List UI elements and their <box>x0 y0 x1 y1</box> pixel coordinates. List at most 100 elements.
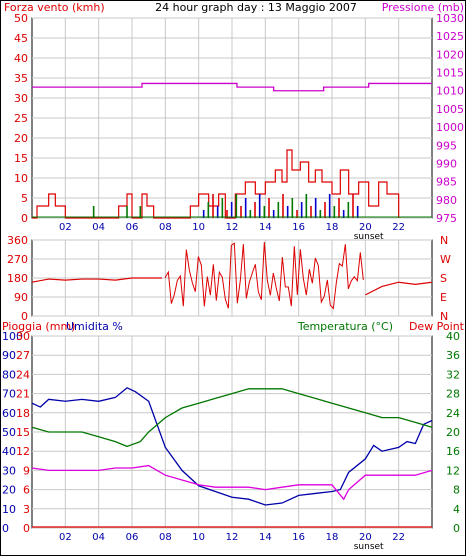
humidity-tick-label: 50 <box>2 426 16 439</box>
rain-tick-label: 12 <box>16 445 30 458</box>
pressure-tick-label: 995 <box>436 139 457 152</box>
sunset-label: sunset <box>354 232 384 242</box>
temperature-tick-label: 16 <box>446 445 460 458</box>
humidity-tick-label: 60 <box>2 407 16 420</box>
humidity-tick-label: 30 <box>2 464 16 477</box>
x-tick-label: 10 <box>192 222 205 233</box>
wind-tick-label: 25 <box>14 112 28 125</box>
humidity-tick-label: 40 <box>2 445 16 458</box>
humidity-tick-label: 0 <box>2 522 9 535</box>
pressure-tick-label: 990 <box>436 157 457 170</box>
wind-tick-label: 45 <box>14 32 28 45</box>
pressure-tick-label: 1005 <box>436 103 464 116</box>
x-tick-label: 14 <box>259 532 272 543</box>
wind-tick-label: 20 <box>14 132 28 145</box>
direction-tick-label: 180 <box>7 272 28 285</box>
pressure-tick-label: 1030 <box>436 12 464 25</box>
pressure-tick-label: 1025 <box>436 30 464 43</box>
x-tick-label: 16 <box>292 532 305 543</box>
pressure-tick-label: 1020 <box>436 48 464 61</box>
x-tick-label: 02 <box>59 222 72 233</box>
dewpoint-line <box>31 464 433 501</box>
rain-tick-label: 24 <box>16 368 30 381</box>
x-tick-label: 10 <box>192 532 205 543</box>
chart-title: 24 hour graph day : 13 Maggio 2007 <box>155 1 357 14</box>
temperature-tick-label: 8 <box>453 484 460 497</box>
x-tick-label: 16 <box>292 222 305 233</box>
rain-tick-label: 21 <box>16 388 30 401</box>
humidity-tick-label: 70 <box>2 388 16 401</box>
pressure-axis-label: Pressione (mb) <box>382 1 464 14</box>
temperature-tick-label: 24 <box>446 407 460 420</box>
temperature-tick-label: 32 <box>446 368 460 381</box>
wind-direction-line-late <box>365 281 433 296</box>
compass-tick-label: N <box>440 310 448 323</box>
compass-tick-label: E <box>440 291 447 304</box>
pressure-tick-label: 1000 <box>436 121 464 134</box>
rain-tick-label: 15 <box>16 426 30 439</box>
x-tick-label: 22 <box>392 222 405 233</box>
pressure-line <box>32 82 432 92</box>
wind-tick-label: 35 <box>14 72 28 85</box>
x-tick-label: 12 <box>226 532 239 543</box>
x-tick-label: 08 <box>159 532 172 543</box>
pressure-tick-label: 980 <box>436 194 457 207</box>
compass-tick-label: S <box>440 272 447 285</box>
x-tick-label: 20 <box>359 222 372 233</box>
temperature-tick-label: 12 <box>446 464 460 477</box>
compass-tick-label: W <box>440 253 451 266</box>
humidity-axis-label: Umidita % <box>66 320 123 333</box>
direction-tick-label: 270 <box>7 253 28 266</box>
wind-tick-label: 15 <box>14 152 28 165</box>
compass-tick-label: N <box>440 234 448 247</box>
rain-tick-label: 30 <box>16 330 30 343</box>
x-tick-label: 22 <box>392 532 405 543</box>
pressure-tick-label: 1010 <box>436 85 464 98</box>
wind-direction-line-volatile <box>164 242 364 310</box>
x-tick-label: 04 <box>92 222 105 233</box>
x-tick-label: 04 <box>92 532 105 543</box>
temperature-tick-label: 20 <box>446 426 460 439</box>
temperature-tick-label: 0 <box>453 522 460 535</box>
wind-tick-label: 50 <box>14 12 28 25</box>
rain-tick-label: 18 <box>16 407 30 420</box>
x-tick-label: 18 <box>326 222 339 233</box>
rain-tick-label: 6 <box>23 484 30 497</box>
dewpoint-axis-label: Dew Point <box>409 320 465 333</box>
pressure-tick-label: 985 <box>436 176 457 189</box>
x-tick-label: 08 <box>159 222 172 233</box>
rain-tick-label: 0 <box>23 522 30 535</box>
temperature-tick-label: 28 <box>446 388 460 401</box>
x-tick-label: 02 <box>59 532 72 543</box>
temperature-tick-label: 36 <box>446 349 460 362</box>
x-tick-label: 14 <box>259 222 272 233</box>
direction-tick-label: 0 <box>21 310 28 323</box>
wind-tick-label: 30 <box>14 92 28 105</box>
wind-direction-line-early <box>31 277 162 283</box>
wind-tick-label: 5 <box>21 192 28 205</box>
humidity-line <box>31 387 433 506</box>
rain-axis-label: Pioggia (mm) <box>2 320 75 333</box>
wind-pressure-panel: 0510152025303540455097598098599099510001… <box>14 12 464 242</box>
wind-direction-panel: 0 N 90 E 180 S 270 W 360 N <box>7 234 451 323</box>
wind-tick-label: 0 <box>21 212 28 225</box>
humidity-tick-label: 100 <box>2 330 23 343</box>
x-tick-label: 18 <box>326 532 339 543</box>
x-tick-label: 06 <box>126 222 139 233</box>
humidity-tick-label: 20 <box>2 484 16 497</box>
direction-tick-label: 90 <box>14 291 28 304</box>
temperature-tick-label: 40 <box>446 330 460 343</box>
x-tick-label: 12 <box>226 222 239 233</box>
sunset-label: sunset <box>354 542 384 552</box>
direction-tick-label: 360 <box>7 234 28 247</box>
wind-axis-label: Forza vento (kmh) <box>4 1 105 14</box>
rain-tick-label: 27 <box>16 349 30 362</box>
pressure-tick-label: 1015 <box>436 67 464 80</box>
temperature-axis-label: Temperatura (°C) <box>297 320 393 333</box>
x-tick-label: 20 <box>359 532 372 543</box>
rain-tick-label: 3 <box>23 503 30 516</box>
humidity-tick-label: 80 <box>2 368 16 381</box>
